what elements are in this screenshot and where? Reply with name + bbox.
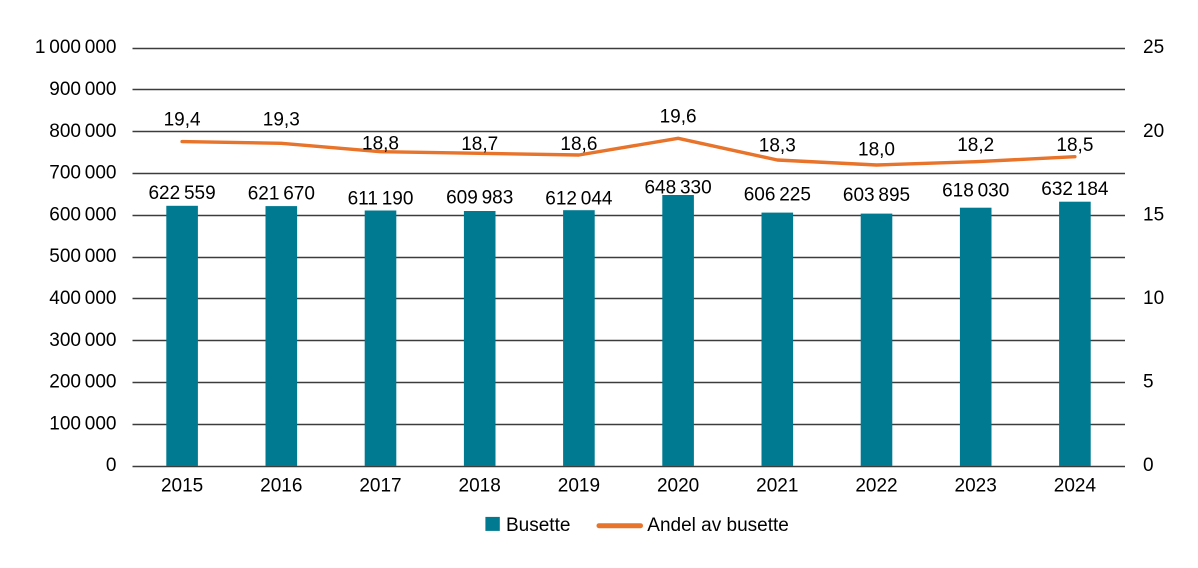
svg-text:18,8: 18,8 <box>362 134 399 155</box>
svg-text:648 330: 648 330 <box>644 177 711 198</box>
svg-text:100 000: 100 000 <box>49 413 116 434</box>
svg-text:10: 10 <box>1143 288 1164 309</box>
svg-text:900 000: 900 000 <box>49 79 116 100</box>
svg-text:18,7: 18,7 <box>461 134 498 155</box>
svg-text:800 000: 800 000 <box>49 121 116 142</box>
svg-text:2018: 2018 <box>459 476 501 497</box>
svg-text:606 225: 606 225 <box>744 184 811 205</box>
svg-text:2024: 2024 <box>1054 476 1097 497</box>
svg-text:612 044: 612 044 <box>545 189 613 210</box>
svg-text:1 000 000: 1 000 000 <box>35 37 117 58</box>
svg-text:18,3: 18,3 <box>759 136 796 157</box>
svg-text:19,4: 19,4 <box>164 110 201 131</box>
svg-text:632 184: 632 184 <box>1041 179 1109 200</box>
svg-text:18,5: 18,5 <box>1056 135 1093 156</box>
svg-text:600 000: 600 000 <box>49 204 116 225</box>
svg-text:2019: 2019 <box>558 476 600 497</box>
svg-text:18,0: 18,0 <box>858 140 895 161</box>
svg-text:700 000: 700 000 <box>49 163 116 184</box>
svg-text:5: 5 <box>1143 372 1154 393</box>
svg-text:15: 15 <box>1143 204 1164 225</box>
svg-text:20: 20 <box>1143 121 1164 142</box>
svg-text:25: 25 <box>1143 37 1164 58</box>
svg-text:2017: 2017 <box>359 476 401 497</box>
svg-text:Andel av busette: Andel av busette <box>647 515 789 536</box>
svg-text:0: 0 <box>1143 455 1154 476</box>
svg-text:2022: 2022 <box>855 476 897 497</box>
svg-text:622 559: 622 559 <box>148 183 215 204</box>
svg-text:621 670: 621 670 <box>248 184 315 205</box>
svg-text:18,2: 18,2 <box>957 135 994 156</box>
svg-text:2023: 2023 <box>955 476 997 497</box>
svg-text:603 895: 603 895 <box>843 185 910 206</box>
svg-text:19,6: 19,6 <box>660 107 697 128</box>
svg-text:18,6: 18,6 <box>560 134 597 155</box>
svg-text:19,3: 19,3 <box>263 110 300 131</box>
svg-text:300 000: 300 000 <box>49 330 116 351</box>
svg-text:Busette: Busette <box>506 515 570 536</box>
svg-text:618 030: 618 030 <box>942 181 1009 202</box>
svg-text:200 000: 200 000 <box>49 372 116 393</box>
svg-text:400 000: 400 000 <box>49 288 116 309</box>
svg-text:611 190: 611 190 <box>348 188 414 209</box>
svg-text:2021: 2021 <box>756 476 798 497</box>
svg-text:500 000: 500 000 <box>49 246 116 267</box>
svg-text:609 983: 609 983 <box>446 187 513 208</box>
svg-text:2016: 2016 <box>260 476 302 497</box>
svg-text:2015: 2015 <box>161 476 203 497</box>
svg-text:0: 0 <box>106 455 117 476</box>
svg-text:2020: 2020 <box>657 476 699 497</box>
